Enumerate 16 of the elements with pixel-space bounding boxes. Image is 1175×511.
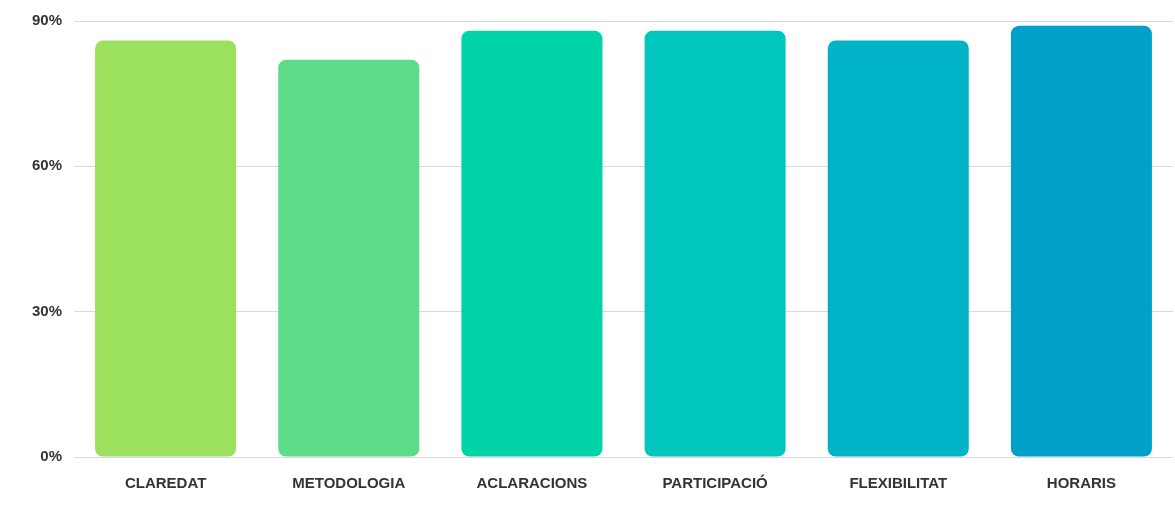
bar [461, 30, 603, 457]
x-tick-label: CLAREDAT [124, 474, 207, 492]
x-tick-label: FLEXIBILITAT [849, 474, 948, 492]
bar [1010, 25, 1152, 457]
y-tick-label: 0% [40, 447, 63, 465]
bar [827, 40, 969, 457]
y-tick-label: 30% [31, 301, 63, 319]
bar [278, 59, 420, 457]
x-tick-label: PARTICIPACIÓ [662, 474, 769, 492]
x-tick-label: HORARIS [1046, 474, 1116, 492]
x-tick-label: METODOLOGIA [292, 474, 406, 492]
x-tick-label: ACLARACIONS [476, 474, 588, 492]
bar [644, 30, 786, 457]
y-tick-label: 90% [31, 11, 63, 29]
y-tick-label: 60% [31, 156, 63, 174]
bar [95, 40, 237, 457]
